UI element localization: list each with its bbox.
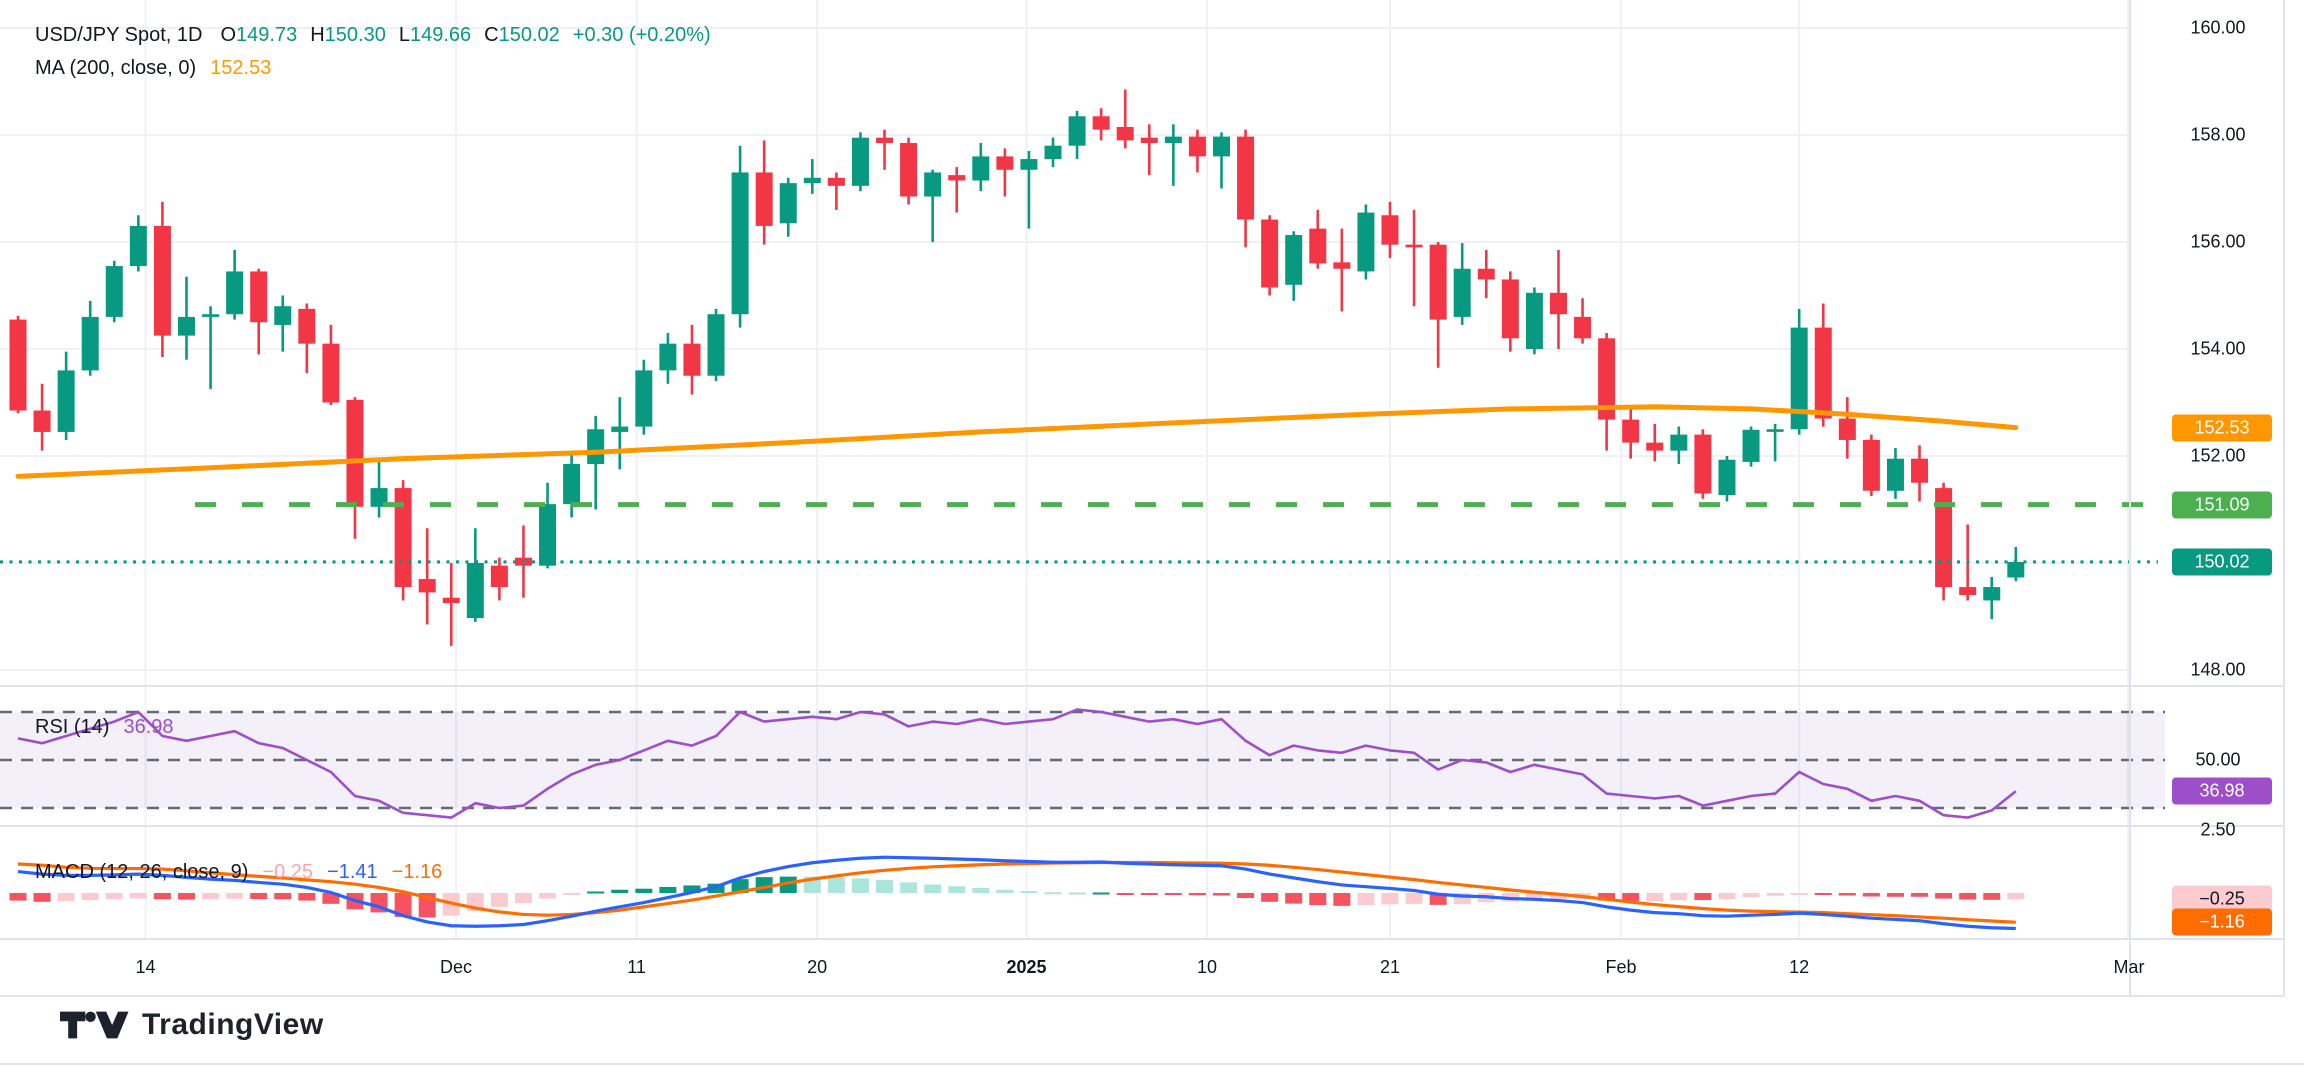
ohlc-high: H150.30 [310, 24, 386, 46]
x-axis-tick: 10 [1197, 957, 1218, 977]
ma-price-badge: 152.53 [2172, 414, 2272, 442]
symbol-title[interactable]: USD/JPY Spot, 1D [35, 24, 203, 46]
macd-line-value: −1.41 [327, 861, 378, 883]
symbol-legend[interactable]: USD/JPY Spot, 1D O149.73 H150.30 L149.66… [35, 22, 711, 48]
x-axis-tick: 12 [1789, 957, 1810, 977]
x-axis-tick: Dec [440, 957, 473, 977]
x-axis-tick: 14 [135, 957, 156, 977]
ma-legend[interactable]: MA (200, close, 0) 152.53 [35, 55, 271, 81]
x-axis-tick: Feb [1605, 957, 1637, 977]
tradingview-logo-text: TradingView [142, 1008, 324, 1041]
tradingview-logo-icon [60, 1011, 129, 1039]
x-axis-tick: 11 [627, 957, 646, 977]
ma-value: 152.53 [210, 57, 272, 79]
macd-signal-value: −1.16 [391, 861, 443, 883]
rsi-label: RSI (14) [35, 716, 110, 738]
x-axis-tick: 20 [807, 957, 828, 977]
price-change: +0.30 (+0.20%) [572, 24, 711, 46]
time-axis[interactable] [0, 940, 2304, 996]
macd-legend[interactable]: MACD (12, 26, close, 9) −0.25 −1.41 −1.1… [35, 859, 442, 885]
x-axis-tick: 21 [1379, 957, 1400, 977]
ohlc-low: L149.66 [398, 24, 472, 46]
axis-label: 50.00 [2195, 749, 2241, 770]
axis-label: 160.00 [2190, 17, 2246, 38]
tradingview-logo[interactable]: TradingView [60, 1008, 324, 1042]
axis-label: 148.00 [2190, 659, 2246, 680]
x-axis-tick: Mar [2113, 957, 2145, 977]
ohlc-open: O149.73 [220, 24, 298, 46]
macd-hist-value: −0.25 [262, 861, 314, 883]
level-price-badge: 151.09 [2172, 491, 2272, 519]
x-axis-tick: 2025 [1006, 957, 1047, 977]
axis-label: 154.00 [2190, 338, 2246, 359]
macd-hist-badge: −0.25 [2172, 885, 2272, 913]
axis-label: 2.50 [2200, 819, 2236, 840]
rsi-value: 36.98 [123, 716, 174, 738]
price-axis[interactable] [2130, 0, 2304, 996]
axis-label: 158.00 [2190, 124, 2246, 145]
axis-label: 152.00 [2190, 445, 2246, 466]
macd-label: MACD (12, 26, close, 9) [35, 861, 249, 883]
ma-label: MA (200, close, 0) [35, 57, 197, 79]
macd-signal-badge: −1.16 [2172, 908, 2272, 936]
axis-label: 156.00 [2190, 231, 2246, 252]
ohlc-close: C150.02 [484, 24, 560, 46]
rsi-legend[interactable]: RSI (14) 36.98 [35, 714, 174, 740]
rsi-value-badge: 36.98 [2172, 777, 2272, 805]
last-price-badge: 150.02 [2172, 548, 2272, 576]
